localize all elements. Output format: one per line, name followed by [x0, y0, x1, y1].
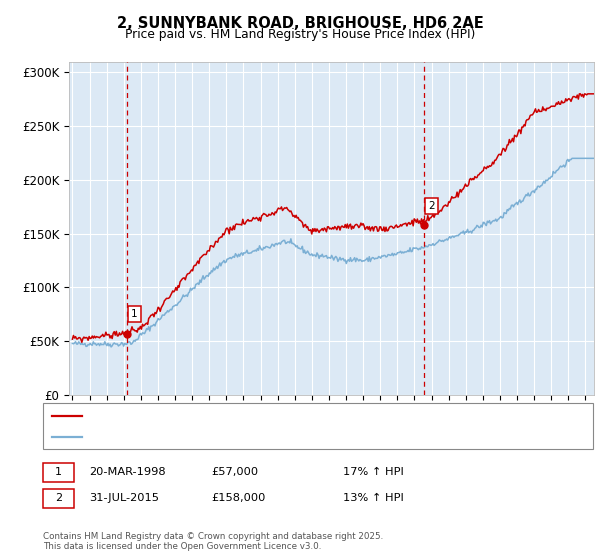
Text: 31-JUL-2015: 31-JUL-2015: [89, 493, 160, 503]
Text: 1: 1: [131, 309, 137, 319]
Text: 17% ↑ HPI: 17% ↑ HPI: [343, 467, 404, 477]
Text: 1: 1: [55, 467, 62, 477]
Text: 13% ↑ HPI: 13% ↑ HPI: [343, 493, 404, 503]
Text: 2: 2: [428, 200, 434, 211]
Text: 2, SUNNYBANK ROAD, BRIGHOUSE, HD6 2AE: 2, SUNNYBANK ROAD, BRIGHOUSE, HD6 2AE: [116, 16, 484, 31]
Text: HPI: Average price, semi-detached house, Calderdale: HPI: Average price, semi-detached house,…: [88, 432, 366, 442]
Text: £158,000: £158,000: [211, 493, 266, 503]
Text: 2, SUNNYBANK ROAD, BRIGHOUSE, HD6 2AE (semi-detached house): 2, SUNNYBANK ROAD, BRIGHOUSE, HD6 2AE (s…: [88, 410, 445, 421]
Text: £57,000: £57,000: [211, 467, 259, 477]
Text: 20-MAR-1998: 20-MAR-1998: [89, 467, 166, 477]
Text: Contains HM Land Registry data © Crown copyright and database right 2025.
This d: Contains HM Land Registry data © Crown c…: [43, 532, 383, 552]
Text: 2: 2: [55, 493, 62, 503]
Text: Price paid vs. HM Land Registry's House Price Index (HPI): Price paid vs. HM Land Registry's House …: [125, 28, 475, 41]
